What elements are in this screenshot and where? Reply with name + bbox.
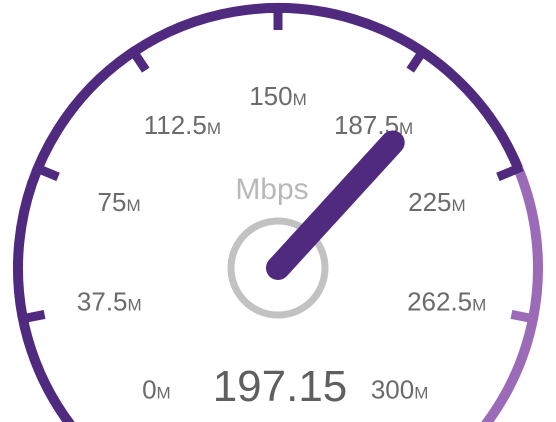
speed-value: 197.15 (213, 362, 348, 411)
gauge-tick-label: 300M (371, 375, 429, 405)
unit-label: Mbps (235, 173, 308, 206)
gauge-tick-mark (406, 45, 429, 73)
gauge-tick-mark (510, 310, 538, 324)
gauge-tick-mark (32, 162, 60, 182)
gauge-needle (266, 130, 405, 280)
gauge-tick-label: 150M (249, 81, 307, 111)
gauge-tick-label: 112.5M (144, 110, 221, 140)
needle-hub-ring (227, 217, 329, 319)
gauge-tick-mark (496, 162, 524, 182)
gauge-tick-mark (127, 45, 150, 73)
gauge-tick-label: 225M (408, 187, 466, 217)
gauge-tick-label: 37.5M (77, 287, 142, 317)
gauge-tick-label: 75M (98, 187, 141, 217)
gauge-ticks (18, 4, 538, 324)
gauge-tick-label: 262.5M (407, 287, 486, 317)
gauge-tick-label: 0M (142, 375, 171, 405)
gauge-tick-mark (18, 310, 46, 324)
